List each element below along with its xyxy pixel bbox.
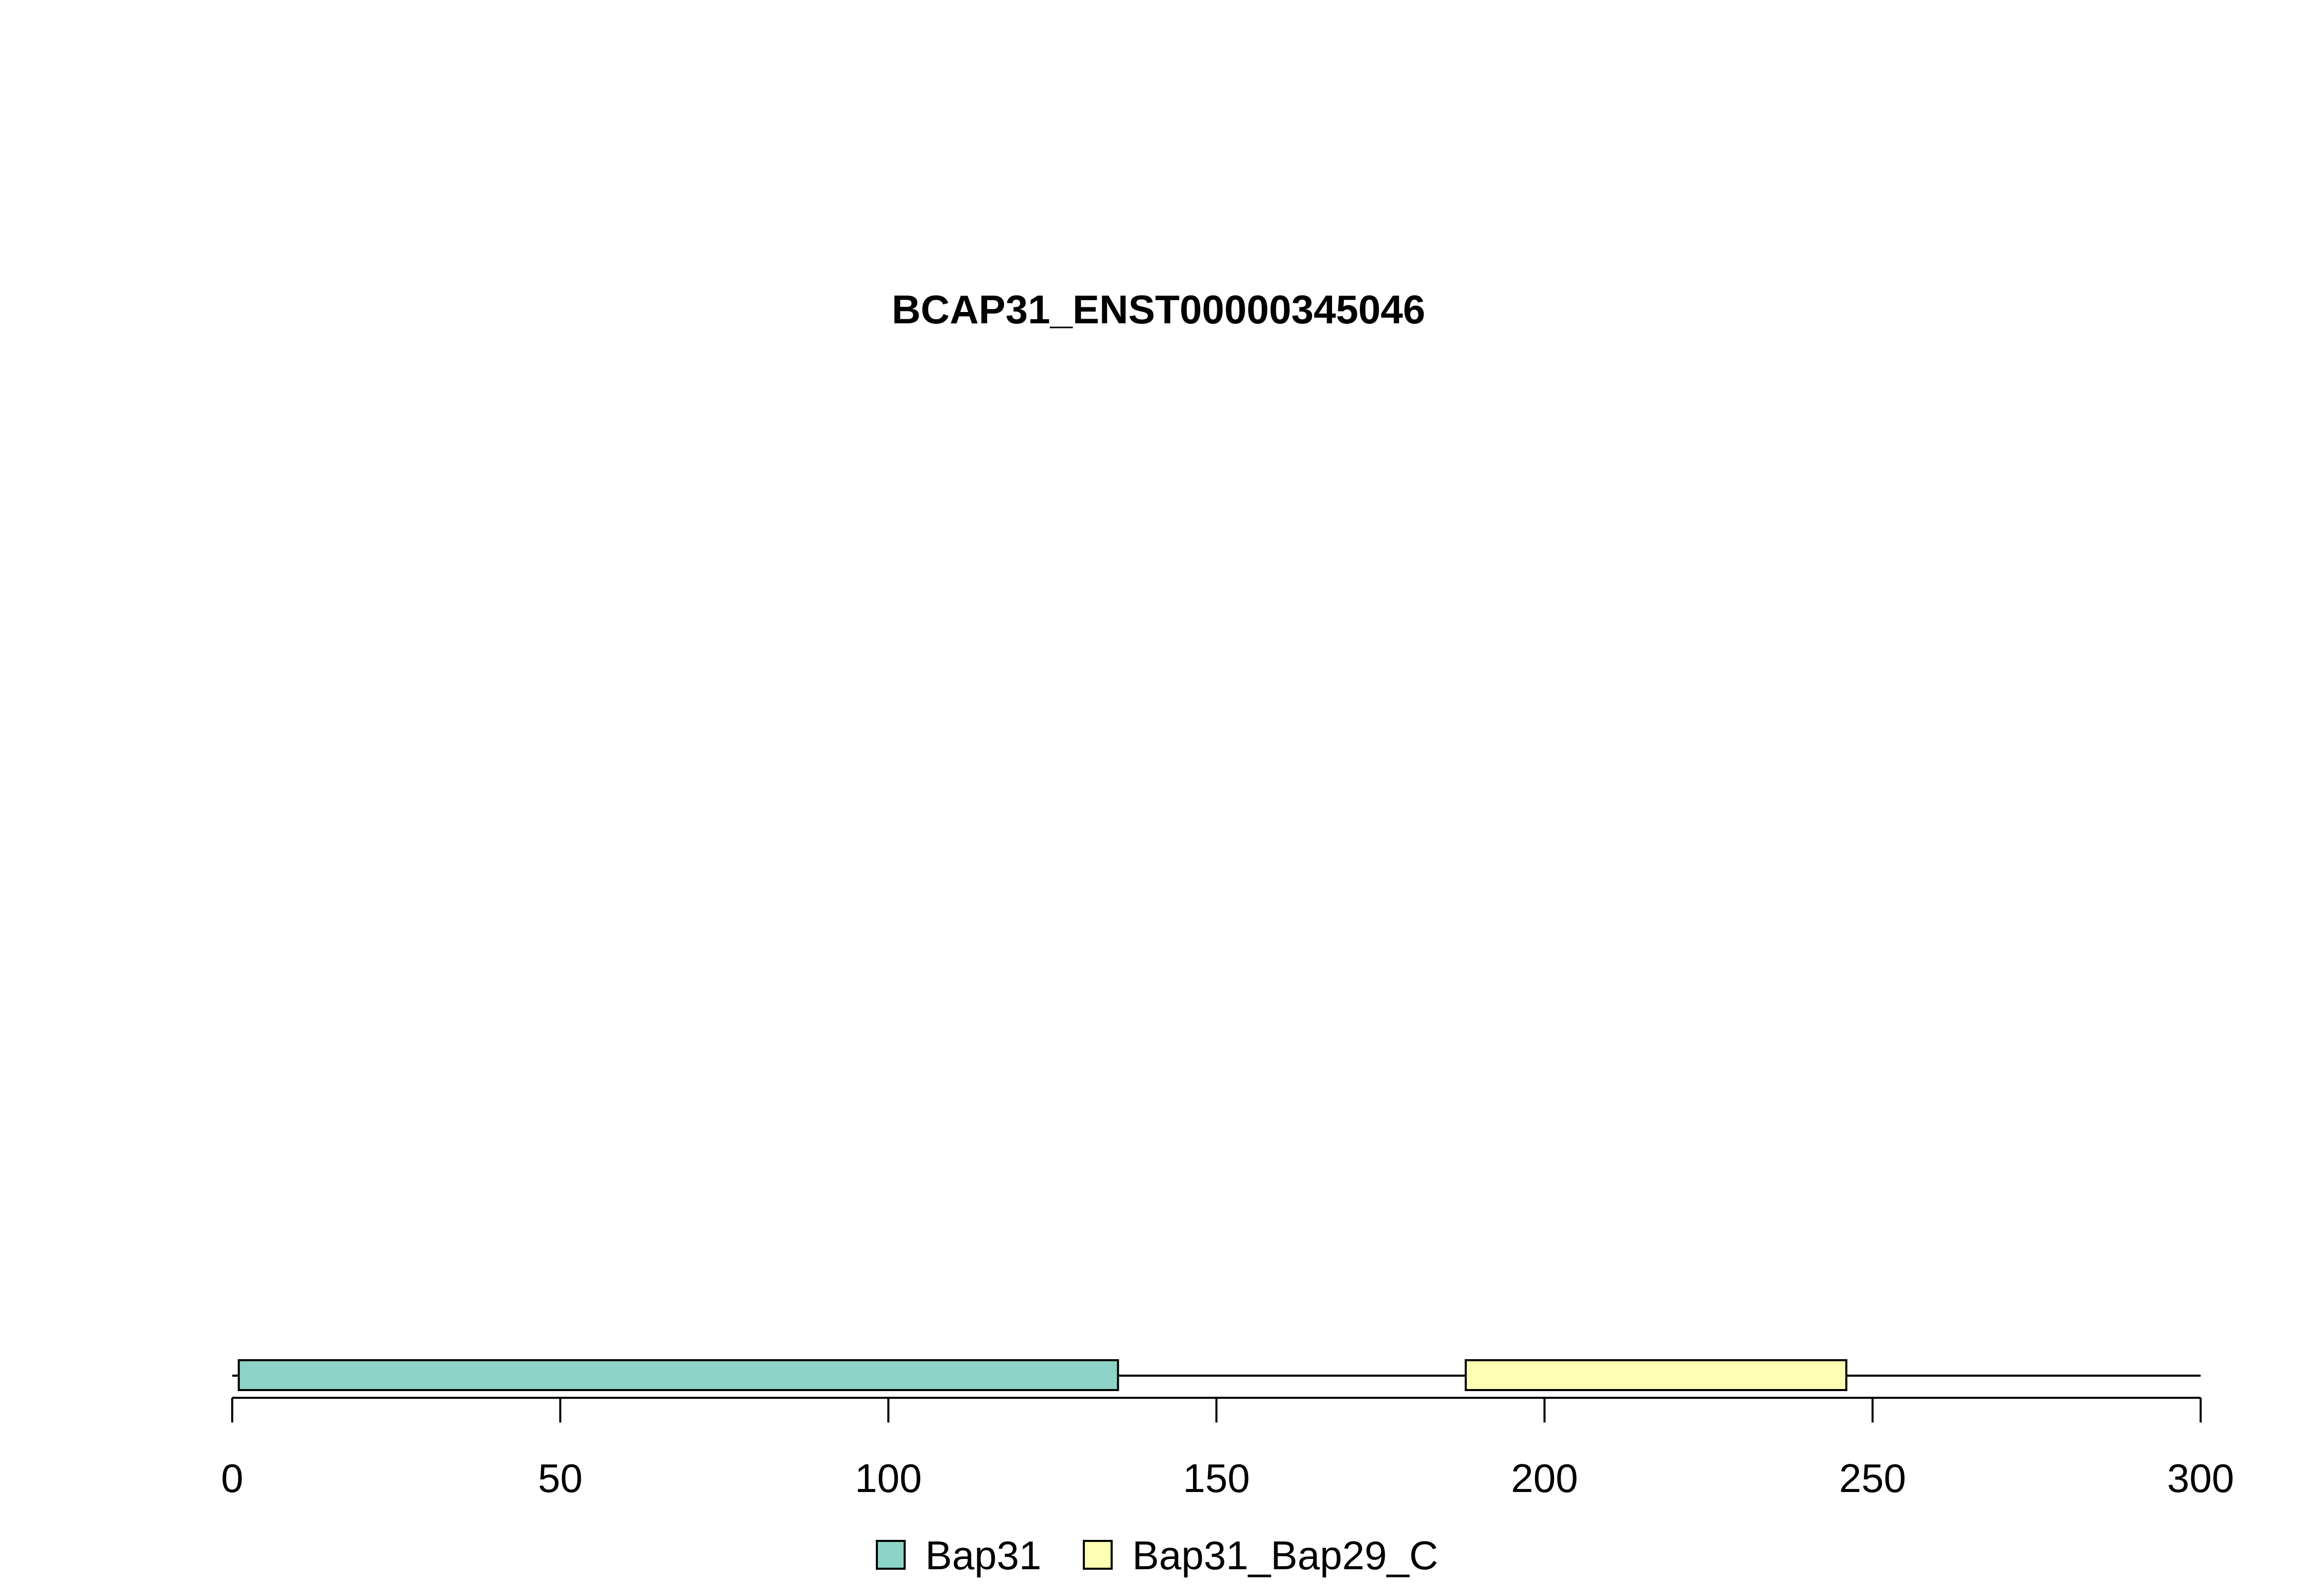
x-tick-label: 250 — [1839, 1455, 1906, 1501]
x-tick-label: 0 — [221, 1455, 243, 1501]
x-tick-label: 100 — [855, 1455, 922, 1501]
chart-title: BCAP31_ENST00000345046 — [892, 287, 1425, 332]
domain-box-bap31-bap29-c — [1464, 1359, 1847, 1391]
x-tick-label: 50 — [538, 1455, 583, 1501]
domain-layer — [237, 1359, 1847, 1391]
legend-swatch-bap31 — [876, 1540, 906, 1570]
x-tick-label: 300 — [2167, 1455, 2234, 1501]
x-tick-label: 150 — [1183, 1455, 1250, 1501]
legend-swatch-bap31-bap29-c — [1083, 1540, 1113, 1570]
legend-label: Bap31 — [925, 1533, 1042, 1578]
domain-box-bap31 — [237, 1359, 1119, 1391]
legend: Bap31 Bap31_Bap29_C — [876, 1533, 1438, 1578]
x-axis: 0 50 100 150 200 250 300 — [221, 1397, 2234, 1501]
x-tick-label: 200 — [1511, 1455, 1578, 1501]
legend-label: Bap31_Bap29_C — [1132, 1533, 1438, 1578]
